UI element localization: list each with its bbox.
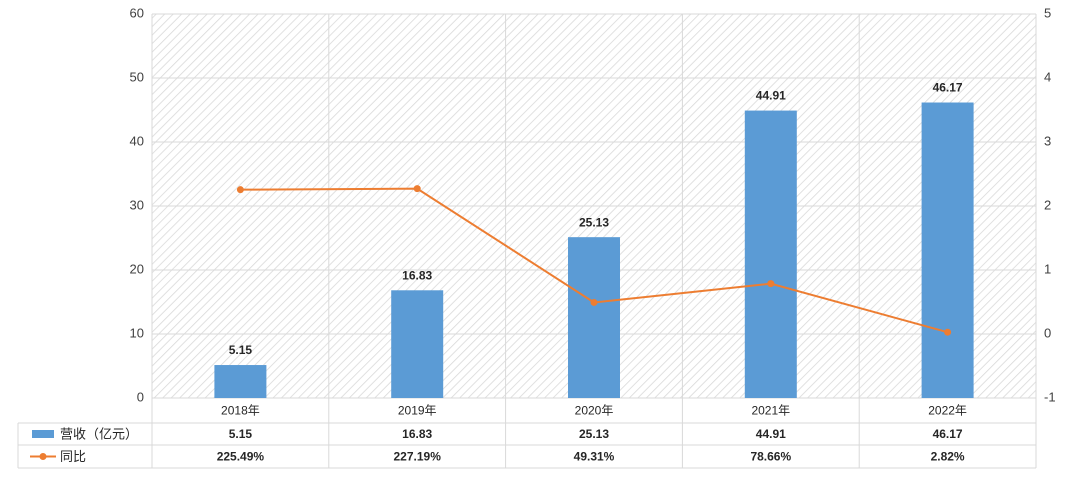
line-point <box>944 328 952 336</box>
table-cell-yoy: 227.19% <box>394 450 442 464</box>
y-left-tick-label: 50 <box>130 69 144 84</box>
y-right-tick-label: 0 <box>1044 325 1051 340</box>
y-left-tick-label: 30 <box>130 197 144 212</box>
table-cell-yoy: 78.66% <box>750 450 791 464</box>
bar <box>744 110 797 399</box>
table-cell-yoy: 225.49% <box>217 450 265 464</box>
x-tick-label: 2020年 <box>575 404 614 418</box>
y-right-tick-label: 3 <box>1044 133 1051 148</box>
table-cell-yoy: 2.82% <box>931 450 965 464</box>
bar <box>391 290 444 398</box>
bar <box>921 102 974 399</box>
legend-line-label: 同比 <box>60 449 86 464</box>
table-cell-revenue: 16.83 <box>402 427 432 441</box>
x-tick-label: 2019年 <box>398 404 437 418</box>
legend-bar-key <box>32 430 54 438</box>
table-cell-revenue: 46.17 <box>933 427 963 441</box>
y-left-tick-label: 10 <box>130 325 144 340</box>
y-right-tick-label: 1 <box>1044 261 1051 276</box>
y-left-tick-label: 20 <box>130 261 144 276</box>
legend-line-marker <box>39 453 47 460</box>
y-right-tick-label: 2 <box>1044 197 1051 212</box>
bar-data-label: 44.91 <box>756 89 786 103</box>
bar-data-label: 46.17 <box>933 81 963 95</box>
line-point <box>236 186 244 194</box>
bar-data-label: 16.83 <box>402 268 432 282</box>
y-right-tick-label: -1 <box>1044 389 1056 404</box>
x-tick-label: 2022年 <box>928 404 967 418</box>
legend-bar-label: 营收（亿元） <box>60 426 138 441</box>
bar <box>568 237 620 398</box>
y-left-tick-label: 40 <box>130 133 144 148</box>
table-cell-revenue: 5.15 <box>229 427 253 441</box>
line-point <box>413 185 421 193</box>
y-left-tick-label: 60 <box>130 5 144 20</box>
line-point <box>767 280 775 288</box>
bar-data-label: 5.15 <box>229 343 253 357</box>
bar <box>214 365 267 398</box>
line-point <box>590 298 598 306</box>
x-tick-label: 2018年 <box>221 404 260 418</box>
y-right-tick-label: 5 <box>1044 5 1051 20</box>
table-cell-yoy: 49.31% <box>574 450 615 464</box>
x-tick-label: 2021年 <box>751 404 790 418</box>
bar-data-label: 25.13 <box>579 215 609 229</box>
y-right-tick-label: 4 <box>1044 69 1051 84</box>
y-left-tick-label: 0 <box>137 389 144 404</box>
table-cell-revenue: 25.13 <box>579 427 609 441</box>
table-cell-revenue: 44.91 <box>756 427 786 441</box>
